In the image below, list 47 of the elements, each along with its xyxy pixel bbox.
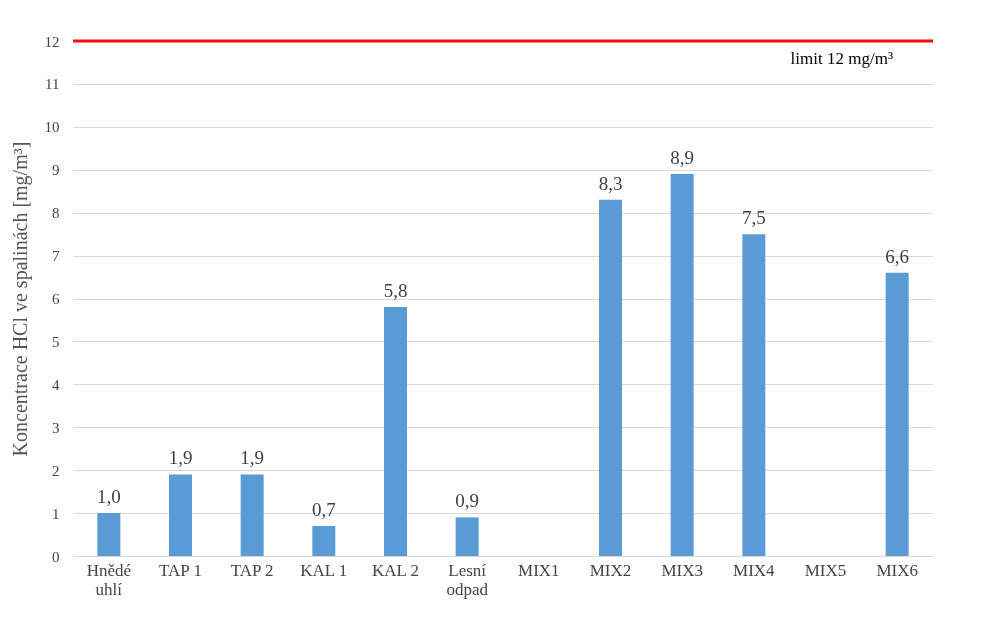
x-tick-label: MIX2 bbox=[589, 560, 632, 580]
bar bbox=[455, 517, 479, 556]
y-tick-label: 6 bbox=[52, 291, 60, 307]
bar bbox=[97, 513, 121, 556]
y-tick-label: 12 bbox=[44, 33, 60, 50]
bar bbox=[742, 234, 766, 556]
y-tick-label: 2 bbox=[52, 462, 60, 479]
y-tick-label: 0 bbox=[52, 548, 60, 565]
data-label: 1,9 bbox=[240, 447, 265, 469]
data-label: 6,6 bbox=[885, 245, 910, 267]
x-tick-label: KAL 1 bbox=[300, 560, 348, 580]
data-label: 8,3 bbox=[598, 172, 623, 194]
y-tick-label: 8 bbox=[52, 205, 60, 222]
data-label: 5,8 bbox=[383, 280, 408, 302]
bar bbox=[240, 474, 264, 556]
bar bbox=[312, 525, 336, 556]
y-tick-label: 10 bbox=[44, 119, 60, 136]
data-label: 8,9 bbox=[670, 147, 695, 169]
bar bbox=[885, 272, 909, 556]
y-tick-label: 5 bbox=[52, 333, 60, 350]
y-axis-title: Koncentrace HCl ve spalinách [mg/m³] bbox=[8, 141, 32, 457]
y-tick-label: 4 bbox=[52, 376, 60, 393]
x-tick-label: KAL 2 bbox=[371, 560, 420, 580]
bar bbox=[169, 474, 192, 556]
data-label: 0,9 bbox=[455, 490, 480, 512]
data-label: 0,7 bbox=[311, 498, 336, 520]
x-tick-label: MIX1 bbox=[518, 560, 560, 580]
bar bbox=[670, 174, 694, 556]
ref-line-label: limit 12 mg/m³ bbox=[790, 49, 893, 68]
x-tick-label: Hnědé uhlí bbox=[86, 560, 132, 599]
data-label: 1,9 bbox=[168, 447, 193, 469]
y-tick-label: 3 bbox=[52, 419, 60, 436]
bar bbox=[384, 307, 407, 556]
y-tick-label: 1 bbox=[52, 505, 60, 522]
y-tick-label: 11 bbox=[45, 76, 60, 93]
x-tick-label: MIX3 bbox=[661, 560, 703, 580]
x-tick-label: Lesní odpad bbox=[446, 560, 489, 599]
x-tick-label: MIX5 bbox=[804, 560, 847, 580]
data-label: 7,5 bbox=[741, 207, 766, 229]
bar bbox=[599, 199, 622, 556]
x-tick-label: MIX4 bbox=[733, 560, 776, 580]
y-tick-label: 7 bbox=[52, 248, 60, 265]
x-tick-label: TAP 1 bbox=[159, 560, 202, 580]
data-label: 1,0 bbox=[96, 486, 121, 508]
x-tick-label: TAP 2 bbox=[230, 560, 274, 580]
y-tick-label: 9 bbox=[52, 162, 60, 179]
x-tick-label: MIX6 bbox=[876, 560, 918, 580]
